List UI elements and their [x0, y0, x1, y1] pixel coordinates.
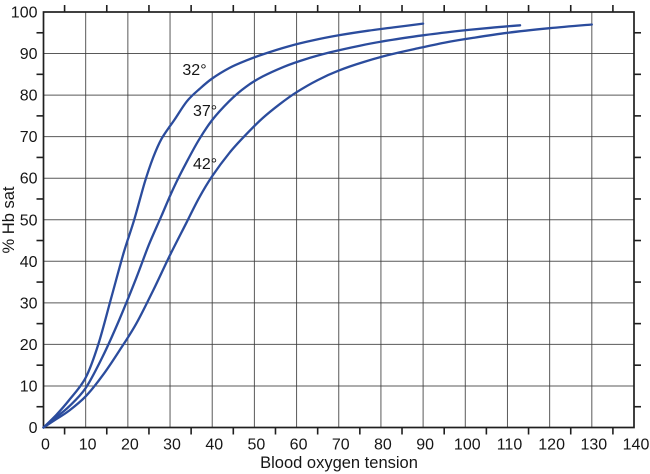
x-tick-label-30: 30 [163, 437, 181, 454]
curve-32 [42, 22, 425, 429]
x-tick-label-10: 10 [79, 437, 97, 454]
y-tick-label-40: 40 [20, 254, 38, 271]
tick-layer [36, 5, 641, 435]
x-tick-label-40: 40 [205, 437, 223, 454]
curve-label-37: 37° [193, 103, 217, 120]
curve-label-42: 42° [193, 156, 217, 173]
x-tick-label-90: 90 [416, 437, 434, 454]
curve-label-32: 32° [182, 62, 206, 79]
plot-frame [42, 11, 635, 429]
x-tick-label-130: 130 [580, 437, 607, 454]
x-tick-label-50: 50 [247, 437, 265, 454]
grid-layer [43, 12, 634, 428]
x-tick-label-80: 80 [374, 437, 392, 454]
curve-label-layer: 32° 37° 42° [182, 62, 217, 173]
y-tick-label-60: 60 [20, 171, 38, 188]
tick-label-layer: 0 10 20 30 40 50 60 70 80 90 100 110 120 130 140 0 10 20 3… [11, 5, 650, 454]
y-tick-label-80: 80 [20, 88, 38, 105]
y-tick-label-50: 50 [20, 212, 38, 229]
x-tick-label-60: 60 [290, 437, 308, 454]
curve-layer [42, 22, 593, 429]
y-tick-label-0: 0 [29, 420, 38, 437]
y-axis-title: % Hb sat [0, 186, 18, 253]
x-tick-label-140: 140 [623, 437, 650, 454]
y-tick-label-70: 70 [20, 129, 38, 146]
x-axis-title: Blood oxygen tension [260, 454, 418, 472]
y-tick-label-100: 100 [11, 5, 38, 22]
x-tick-label-110: 110 [497, 437, 523, 454]
y-tick-label-10: 10 [20, 378, 38, 395]
x-tick-label-20: 20 [121, 437, 139, 454]
x-tick-label-100: 100 [454, 437, 481, 454]
x-tick-label-120: 120 [538, 437, 565, 454]
x-tick-label-70: 70 [332, 437, 350, 454]
y-tick-label-90: 90 [20, 46, 38, 63]
y-tick-label-20: 20 [20, 337, 38, 354]
x-tick-label-0: 0 [41, 437, 50, 454]
curve-42 [42, 23, 593, 429]
frame-layer [42, 11, 635, 429]
curve-37 [42, 24, 522, 429]
y-tick-label-30: 30 [20, 295, 38, 312]
